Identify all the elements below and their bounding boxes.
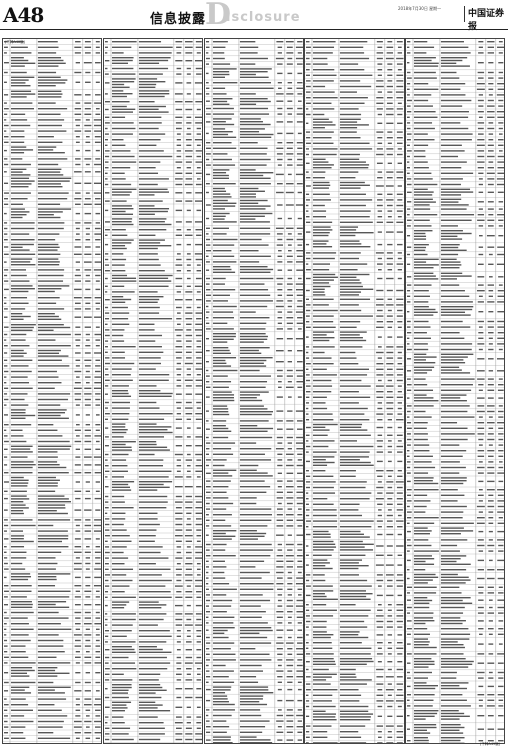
section-title-en-initial: D — [205, 0, 232, 32]
publication-date: 2018年7月30日 星期一 — [398, 6, 442, 11]
table-column-2 — [102, 38, 203, 744]
newspaper-name: 中国证券报 — [468, 9, 505, 32]
page-number: A48 — [3, 3, 44, 27]
continuation-note-bottom: (下转A49版) — [480, 742, 501, 746]
header-divider — [464, 6, 465, 22]
section-title-en: isclosure — [226, 10, 301, 25]
table-column-4 — [304, 38, 405, 744]
section-title: 信息披露 — [150, 12, 207, 27]
header-rule — [0, 29, 508, 30]
disclosure-tables — [2, 38, 506, 744]
page-header: A48 信息披露 D isclosure 2018年7月30日 星期一 中国证券… — [0, 0, 508, 32]
table-column-3 — [203, 38, 304, 744]
table-column-1 — [2, 38, 103, 744]
table-column-5 — [405, 38, 506, 744]
